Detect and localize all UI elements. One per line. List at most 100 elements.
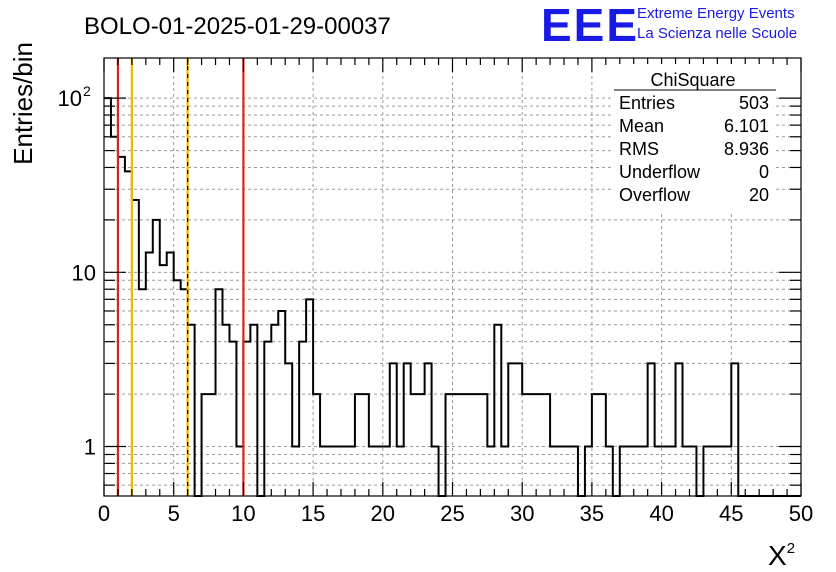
histogram-bin <box>167 252 174 496</box>
histogram-bin <box>306 299 313 496</box>
histogram-bin <box>676 363 683 496</box>
y-axis-label: Entries/bin <box>8 42 38 165</box>
y-tick-exponent: 2 <box>83 83 91 99</box>
histogram-bin <box>487 447 494 496</box>
histogram-bin <box>634 447 641 496</box>
histogram-bin <box>425 363 432 496</box>
eee-logo-mark: EEE <box>541 0 639 51</box>
histogram-bin <box>473 394 480 496</box>
x-axis-label-superscript: 2 <box>787 540 795 557</box>
histogram-bin <box>390 363 397 496</box>
x-tick-label: 25 <box>440 501 464 526</box>
histogram-bin <box>662 447 669 496</box>
histogram-bin <box>494 325 501 496</box>
stats-row-label: Overflow <box>619 185 691 205</box>
histogram-bin <box>564 447 571 496</box>
histogram-bin <box>731 363 738 496</box>
histogram-bin <box>480 394 487 496</box>
histogram-bin <box>334 447 341 496</box>
histogram-bin <box>327 447 334 496</box>
histogram-bin <box>592 394 599 496</box>
histogram-bin <box>355 394 362 496</box>
stats-row-value: 8.936 <box>724 139 769 159</box>
histogram-bin <box>508 363 515 496</box>
histogram-bin <box>446 394 453 496</box>
x-axis-label: X2 <box>768 540 795 571</box>
histogram-bin <box>153 220 160 496</box>
stats-row-label: Entries <box>619 93 675 113</box>
stats-row-value: 0 <box>759 162 769 182</box>
histogram-bin <box>571 447 578 496</box>
histogram-bin <box>404 363 411 496</box>
stats-row-label: RMS <box>619 139 659 159</box>
histogram-bin <box>222 325 229 496</box>
stats-row-value: 20 <box>749 185 769 205</box>
stats-row-label: Mean <box>619 116 664 136</box>
x-tick-label: 5 <box>168 501 180 526</box>
histogram-bin <box>655 447 662 496</box>
x-tick-label: 35 <box>580 501 604 526</box>
x-tick-label: 30 <box>510 501 534 526</box>
histogram-bin <box>376 447 383 496</box>
histogram-bin <box>209 394 216 496</box>
x-axis-label-base: X <box>768 540 787 571</box>
x-tick-label: 45 <box>719 501 743 526</box>
logo-line-2: La Scienza nelle Scuole <box>637 25 797 42</box>
histogram-bin <box>543 394 550 496</box>
histogram-bin <box>250 325 257 496</box>
x-axis: 0 5 10 15 20 25 30 35 40 45 50 <box>98 58 813 526</box>
histogram-bin <box>104 98 111 496</box>
histogram-bin <box>724 447 731 496</box>
histogram-bin <box>550 447 557 496</box>
histogram-bin <box>717 447 724 496</box>
histogram-bin <box>627 447 634 496</box>
logo-line-1: Extreme Energy Events <box>637 5 795 22</box>
histogram-bin <box>606 447 613 496</box>
histogram-bin <box>585 447 592 496</box>
histogram-bin <box>202 394 209 496</box>
histogram-bin <box>536 394 543 496</box>
histogram-bin <box>466 394 473 496</box>
x-tick-label: 10 <box>231 501 255 526</box>
chart-title: BOLO-01-2025-01-29-00037 <box>84 13 391 40</box>
histogram-bin <box>278 311 285 496</box>
histogram-bin <box>710 447 717 496</box>
histogram-bin <box>669 447 676 496</box>
eee-logo: EEE Extreme Energy Events La Scienza nel… <box>541 0 797 51</box>
histogram-bin <box>557 447 564 496</box>
histogram-bin <box>599 394 606 496</box>
stats-box: ChiSquare Entries 503 Mean 6.101 RMS 8.936 Und… <box>614 64 776 212</box>
histogram-bin <box>146 252 153 496</box>
y-tick-label: 10 <box>58 86 82 111</box>
histogram-bin <box>453 394 460 496</box>
histogram-bin <box>320 447 327 496</box>
x-tick-label: 20 <box>371 501 395 526</box>
histogram-bin <box>432 447 439 496</box>
threshold-lines <box>116 58 245 496</box>
histogram-bin <box>418 394 425 496</box>
histogram-bin <box>216 289 223 496</box>
stats-row-value: 503 <box>739 93 769 113</box>
histogram-bin <box>229 342 236 496</box>
histogram-bin <box>285 363 292 496</box>
x-tick-label: 15 <box>301 501 325 526</box>
histogram-bin <box>362 394 369 496</box>
histogram-bin <box>160 265 167 496</box>
histogram-bin <box>683 447 690 496</box>
histogram-bin <box>522 394 529 496</box>
histogram-bin <box>703 447 710 496</box>
histogram-bin <box>369 447 376 496</box>
histogram-bin <box>348 447 355 496</box>
x-tick-label: 50 <box>789 501 813 526</box>
x-tick-label: 0 <box>98 501 110 526</box>
y-tick-label: 1 <box>84 435 96 460</box>
histogram-bin <box>174 280 181 496</box>
stats-row-value: 6.101 <box>724 116 769 136</box>
histogram-bin <box>397 447 404 496</box>
histogram-bin <box>689 447 696 496</box>
histogram-bin <box>411 394 418 496</box>
x-tick-label: 40 <box>649 501 673 526</box>
histogram-bin <box>341 447 348 496</box>
